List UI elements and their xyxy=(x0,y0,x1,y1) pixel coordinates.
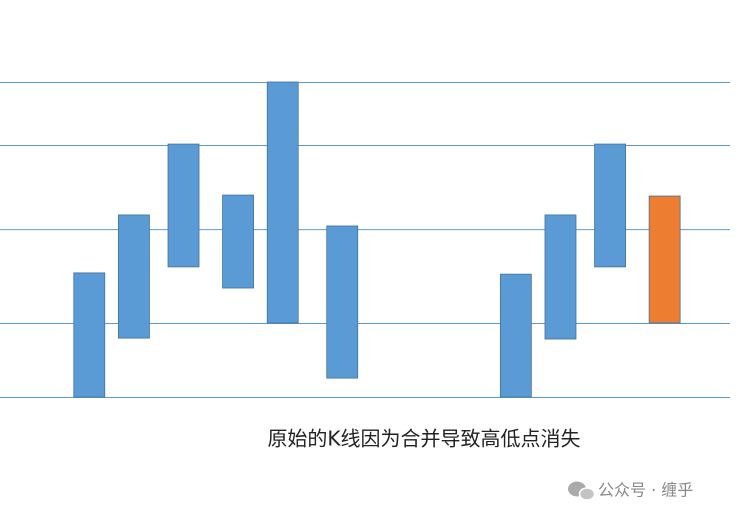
bar xyxy=(648,195,681,324)
bar xyxy=(167,143,200,268)
bar xyxy=(499,273,532,398)
bar xyxy=(594,143,626,268)
bar xyxy=(326,225,359,379)
bar xyxy=(73,272,106,398)
bar xyxy=(222,194,254,289)
bar xyxy=(544,214,577,340)
watermark: 公众号 · 缠乎 xyxy=(568,481,693,501)
watermark-icon xyxy=(578,487,596,501)
watermark-text: 公众号 · 缠乎 xyxy=(598,481,693,500)
bar xyxy=(118,214,150,339)
caption: 原始的K线因为合并导致高低点消失 xyxy=(267,427,580,451)
bar xyxy=(266,81,299,324)
